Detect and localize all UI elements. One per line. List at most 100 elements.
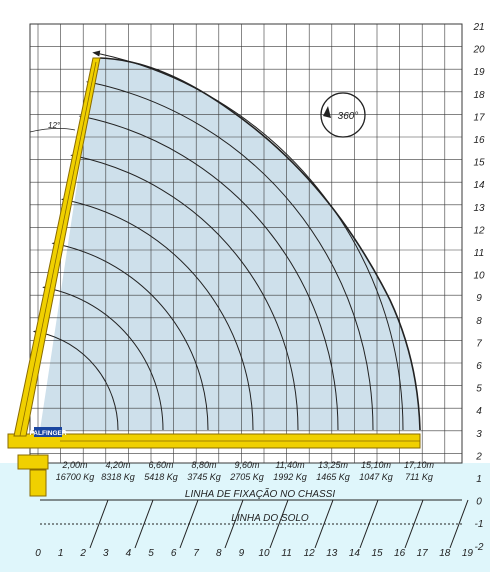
x-tick-label: 8 xyxy=(216,548,222,559)
y-tick-label: -2 xyxy=(475,542,484,553)
y-tick-label: 14 xyxy=(473,180,485,191)
reach-load: 16700 Kg xyxy=(56,472,95,482)
x-tick-label: 6 xyxy=(171,548,177,559)
x-tick-label: 12 xyxy=(304,548,316,559)
y-tick-label: -1 xyxy=(475,519,484,530)
y-tick-label: 21 xyxy=(472,22,484,33)
reach-arc xyxy=(48,287,164,431)
reach-distance: 2,00m xyxy=(61,460,88,470)
reach-arc xyxy=(98,53,404,431)
y-tick-label: 7 xyxy=(476,338,482,349)
raised-boom xyxy=(13,57,101,437)
ground-stroke xyxy=(269,499,289,549)
reach-arc xyxy=(91,82,374,431)
y-tick-label: 12 xyxy=(473,225,485,236)
x-tick-label: 4 xyxy=(126,548,132,559)
x-tick-label: 11 xyxy=(281,548,291,559)
x-tick-label: 1 xyxy=(58,548,64,559)
reach-load: 8318 Kg xyxy=(101,472,135,482)
reach-labels: 2,00m 16700 Kg 4,20m 8318 Kg 6,60m 5418 Kg 8,8… xyxy=(56,460,435,482)
reach-arc xyxy=(38,331,119,431)
reach-load: 1992 Kg xyxy=(273,472,307,482)
x-tick-label: 14 xyxy=(349,548,361,559)
y-tick-label: 18 xyxy=(473,90,485,101)
ground-stroke xyxy=(314,499,334,549)
x-tick-label: 19 xyxy=(462,548,474,559)
ground-stroke xyxy=(179,499,199,549)
rotation-label: 360° xyxy=(338,111,359,122)
reach-arc xyxy=(84,116,339,431)
reach-distance: 9,60m xyxy=(234,460,260,470)
reach-envelope-border xyxy=(99,57,421,431)
reach-load: 2705 Kg xyxy=(229,472,264,482)
ground-arc-strokes xyxy=(89,499,469,549)
y-tick-label: 8 xyxy=(476,316,482,327)
y-tick-label: 10 xyxy=(473,271,485,282)
x-axis-labels: 0 1 2 3 4 5 6 7 8 9 10 11 12 13 14 15 16 17 18 19 xyxy=(35,548,473,559)
reach-load: 1047 Kg xyxy=(359,472,393,482)
reach-distance: 6,60m xyxy=(148,460,174,470)
y-tick-label: 13 xyxy=(473,203,485,214)
reach-distance: 8,80m xyxy=(191,460,217,470)
rotation-indicator: 360° xyxy=(320,92,366,138)
grid-frame xyxy=(29,23,463,464)
reach-load: 3745 Kg xyxy=(187,472,221,482)
y-tick-label: 19 xyxy=(473,67,485,78)
x-tick-label: 2 xyxy=(79,548,86,559)
y-tick-label: 2 xyxy=(475,451,482,462)
y-tick-label: 4 xyxy=(476,406,482,417)
ground-stroke xyxy=(449,499,469,549)
x-tick-label: 10 xyxy=(258,548,270,559)
crane-base xyxy=(17,454,49,497)
reach-load: 5418 Kg xyxy=(144,472,178,482)
y-tick-label: 9 xyxy=(476,293,482,304)
y-tick-label: 0 xyxy=(476,497,482,508)
brand-text: PALFINGER xyxy=(29,430,66,437)
y-tick-label: 5 xyxy=(476,384,482,395)
x-tick-label: 13 xyxy=(326,548,338,559)
boom-angle-label: 12° xyxy=(48,121,61,130)
y-tick-label: 1 xyxy=(476,474,482,485)
reach-distance: 13,25m xyxy=(318,460,349,470)
ground-band xyxy=(0,463,490,572)
reach-distance: 17,10m xyxy=(404,460,435,470)
reach-arc xyxy=(76,155,299,431)
reach-arcs xyxy=(32,50,404,431)
reach-envelope xyxy=(40,58,420,430)
y-tick-label: 15 xyxy=(473,158,485,169)
x-tick-label: 18 xyxy=(439,548,451,559)
y-tick-label: 3 xyxy=(476,429,482,440)
y-tick-label: 11 xyxy=(474,248,484,259)
reach-load: 711 Kg xyxy=(405,472,433,482)
y-tick-label: 17 xyxy=(473,112,485,123)
reach-arc-arrow xyxy=(92,50,101,57)
x-tick-label: 7 xyxy=(193,548,199,559)
reach-distance: 4,20m xyxy=(105,460,131,470)
x-tick-label: 16 xyxy=(394,548,406,559)
reach-distance: 11,40m xyxy=(275,460,305,470)
y-tick-label: 6 xyxy=(476,361,482,372)
brand-badge xyxy=(34,427,62,437)
reach-arc xyxy=(57,243,209,431)
horizontal-boom xyxy=(7,433,421,449)
x-tick-label: 9 xyxy=(239,548,245,559)
reach-load: 1465 Kg xyxy=(316,472,350,482)
x-tick-label: 15 xyxy=(371,548,383,559)
x-tick-label: 5 xyxy=(148,548,154,559)
x-tick-label: 17 xyxy=(417,548,429,559)
ground-stroke xyxy=(89,499,109,549)
boom-angle-arc xyxy=(29,128,76,133)
x-tick-label: 3 xyxy=(103,548,109,559)
reach-arc xyxy=(66,199,254,431)
grid xyxy=(29,23,463,464)
reach-distance: 15,10m xyxy=(361,460,392,470)
x-tick-label: 0 xyxy=(35,548,41,559)
y-tick-label: 16 xyxy=(473,135,485,146)
ground-stroke xyxy=(359,499,379,549)
ground-stroke xyxy=(224,499,244,549)
chassis-line-label: LINHA DE FIXAÇÃO NO CHASSI xyxy=(185,487,335,500)
y-tick-label: 20 xyxy=(472,45,485,56)
ground-stroke xyxy=(404,499,424,549)
